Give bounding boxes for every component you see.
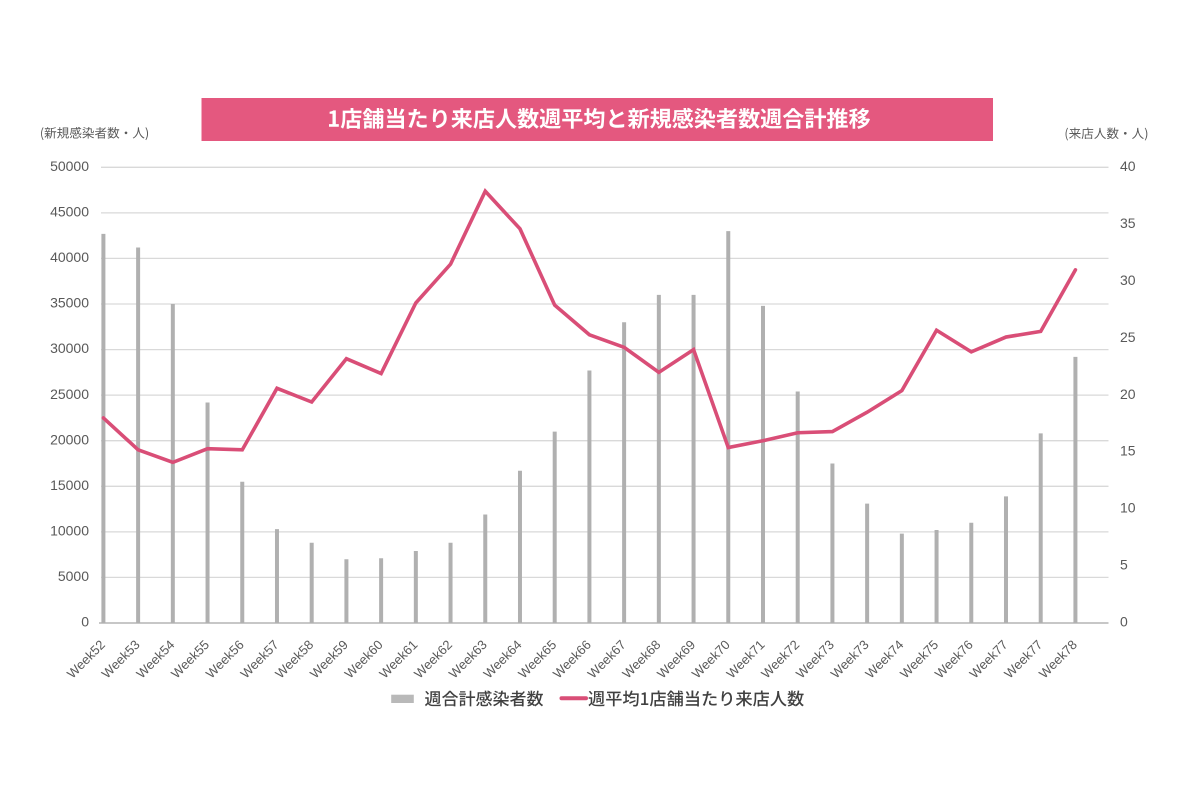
- svg-text:20000: 20000: [50, 431, 89, 447]
- svg-text:50000: 50000: [50, 158, 89, 174]
- svg-text:15000: 15000: [50, 477, 89, 493]
- svg-text:30000: 30000: [50, 340, 89, 356]
- svg-text:15: 15: [1120, 443, 1136, 459]
- svg-text:40: 40: [1120, 158, 1136, 174]
- svg-text:0: 0: [1120, 614, 1128, 630]
- svg-text:45000: 45000: [50, 204, 89, 220]
- svg-text:0: 0: [81, 614, 89, 630]
- svg-text:35: 35: [1120, 215, 1136, 231]
- svg-text:10: 10: [1120, 500, 1136, 516]
- svg-text:5000: 5000: [58, 568, 89, 584]
- svg-text:10000: 10000: [50, 523, 89, 539]
- svg-text:25: 25: [1120, 329, 1136, 345]
- svg-text:20: 20: [1120, 386, 1136, 402]
- svg-text:40000: 40000: [50, 249, 89, 265]
- svg-text:25000: 25000: [50, 386, 89, 402]
- svg-text:5: 5: [1120, 557, 1128, 573]
- svg-text:30: 30: [1120, 272, 1136, 288]
- svg-text:35000: 35000: [50, 295, 89, 311]
